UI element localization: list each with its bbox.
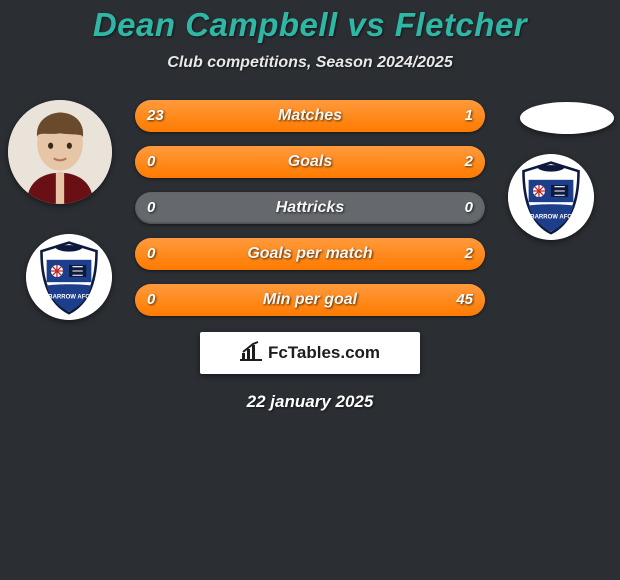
stat-row: 02Goals bbox=[135, 146, 485, 178]
svg-text:BARROW AFC: BARROW AFC bbox=[530, 215, 572, 221]
stat-label: Goals per match bbox=[135, 238, 485, 270]
club-crest-icon: BARROW AFC bbox=[26, 234, 112, 320]
comparison-panel: BARROW AFC BARROW AFC 231Matches 02Goals 0… bbox=[0, 100, 620, 412]
stat-row: 231Matches bbox=[135, 100, 485, 132]
comparison-bars: 231Matches 02Goals 00Hattricks 02Goals per … bbox=[135, 100, 485, 316]
player-right-photo bbox=[520, 102, 614, 134]
stat-row: 045Min per goal bbox=[135, 284, 485, 316]
stat-label: Hattricks bbox=[135, 192, 485, 224]
player-left-crest: BARROW AFC bbox=[26, 234, 112, 320]
svg-text:BARROW AFC: BARROW AFC bbox=[48, 295, 90, 301]
player-left-photo bbox=[8, 100, 112, 204]
brand-text: FcTables.com bbox=[268, 343, 380, 363]
stat-label: Matches bbox=[135, 100, 485, 132]
brand-footer: FcTables.com bbox=[200, 332, 420, 374]
stat-label: Goals bbox=[135, 146, 485, 178]
page-title: Dean Campbell vs Fletcher bbox=[0, 0, 620, 44]
snapshot-date: 22 january 2025 bbox=[0, 392, 620, 412]
stat-label: Min per goal bbox=[135, 284, 485, 316]
stat-row: 00Hattricks bbox=[135, 192, 485, 224]
player-right-crest: BARROW AFC bbox=[508, 154, 594, 240]
stat-row: 02Goals per match bbox=[135, 238, 485, 270]
chart-icon bbox=[240, 341, 262, 366]
club-crest-icon: BARROW AFC bbox=[508, 154, 594, 240]
person-icon bbox=[8, 100, 112, 204]
subtitle: Club competitions, Season 2024/2025 bbox=[0, 54, 620, 72]
